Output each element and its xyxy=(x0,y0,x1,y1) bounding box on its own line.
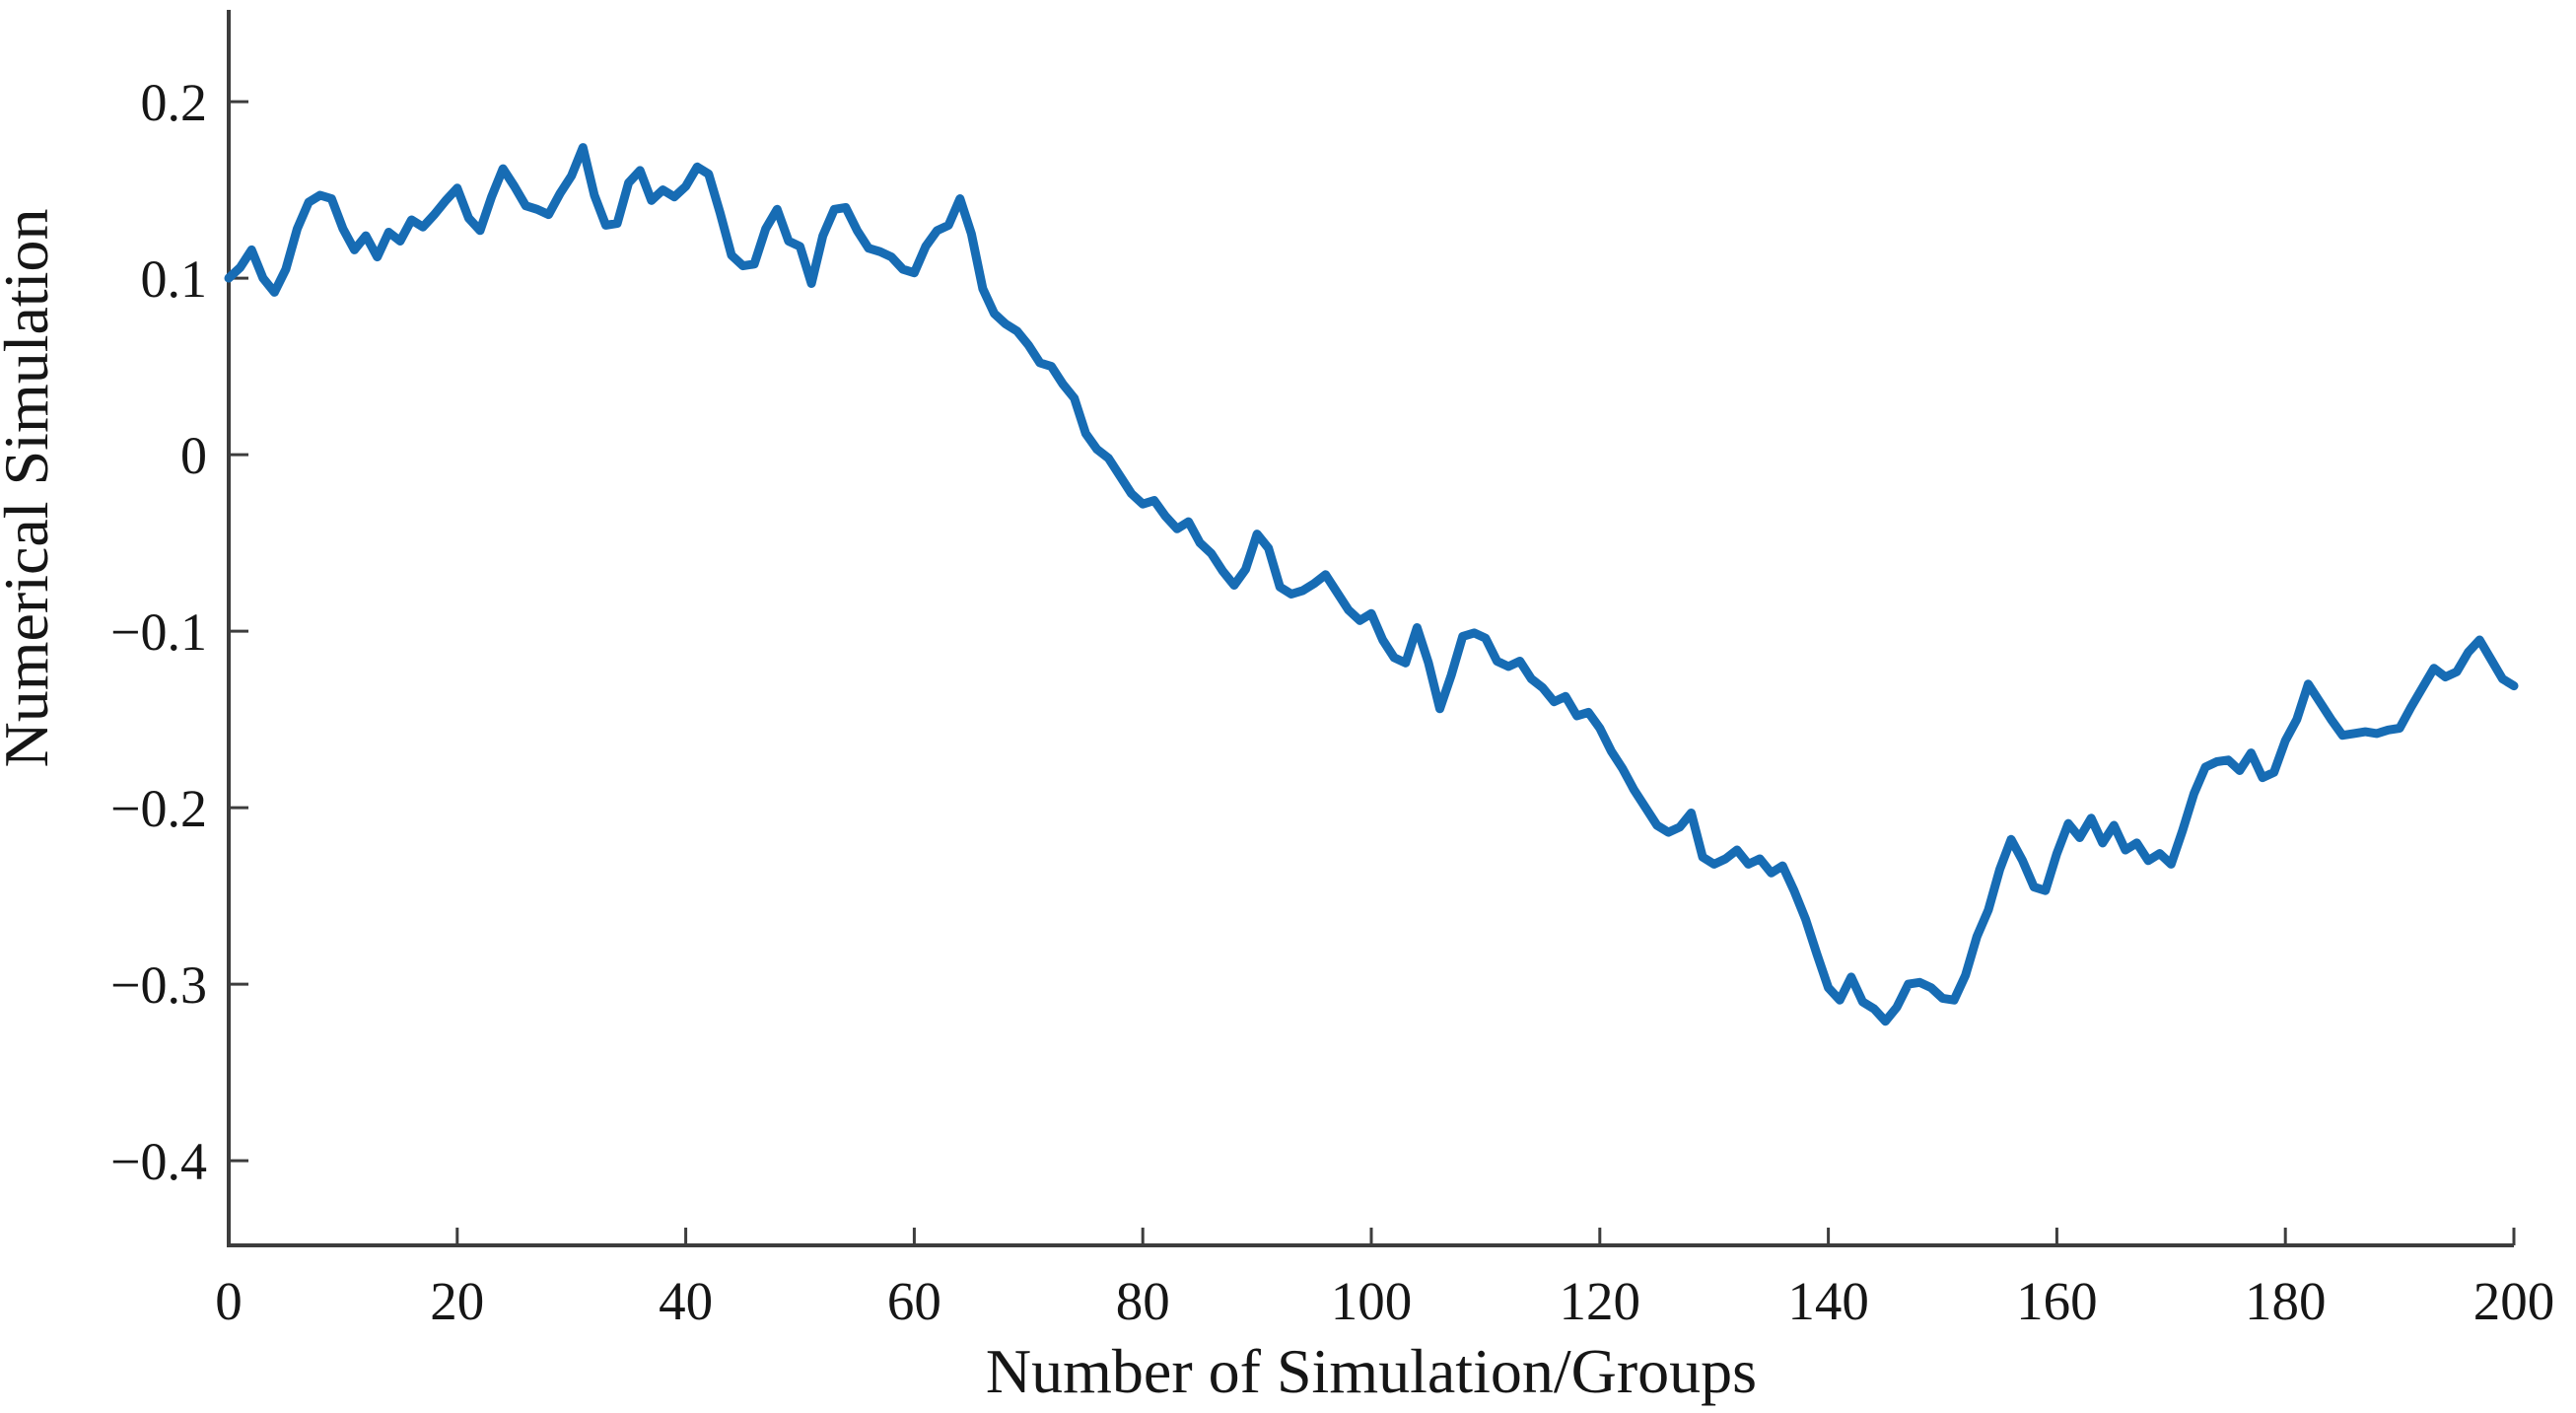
x-tick-label: 100 xyxy=(1331,1271,1413,1331)
y-axis-label: Numerical Simulation xyxy=(0,209,61,768)
y-tick-label: 0 xyxy=(180,426,207,485)
x-tick-label: 0 xyxy=(215,1271,243,1331)
y-tick-label: −0.3 xyxy=(110,955,207,1015)
x-tick-label: 60 xyxy=(887,1271,941,1331)
y-axis-ticks: 0.2 0.1 0 −0.1 −0.2 −0.3 −0.4 xyxy=(110,73,248,1191)
y-tick-label: 0.2 xyxy=(141,73,208,132)
x-tick-label: 80 xyxy=(1116,1271,1170,1331)
y-tick-label: −0.2 xyxy=(110,779,207,838)
y-tick-label: −0.4 xyxy=(110,1132,207,1191)
x-tick-label: 160 xyxy=(2016,1271,2098,1331)
x-tick-label: 180 xyxy=(2245,1271,2327,1331)
x-tick-label: 20 xyxy=(430,1271,484,1331)
y-tick-label: −0.1 xyxy=(110,602,207,662)
x-tick-label: 200 xyxy=(2473,1271,2555,1331)
x-tick-label: 120 xyxy=(1560,1271,1641,1331)
x-axis-ticks: 0 20 40 60 80 100 120 140 160 180 200 xyxy=(215,1228,2554,1331)
series-group xyxy=(224,143,2519,1026)
y-tick-label: 0.1 xyxy=(141,249,208,309)
axes-spines xyxy=(227,10,2514,1247)
x-axis-label: Number of Simulation/Groups xyxy=(986,1336,1757,1406)
x-tick-label: 140 xyxy=(1787,1271,1869,1331)
x-tick-label: 40 xyxy=(659,1271,713,1331)
series-line-numerical-simulation xyxy=(224,143,2519,1026)
